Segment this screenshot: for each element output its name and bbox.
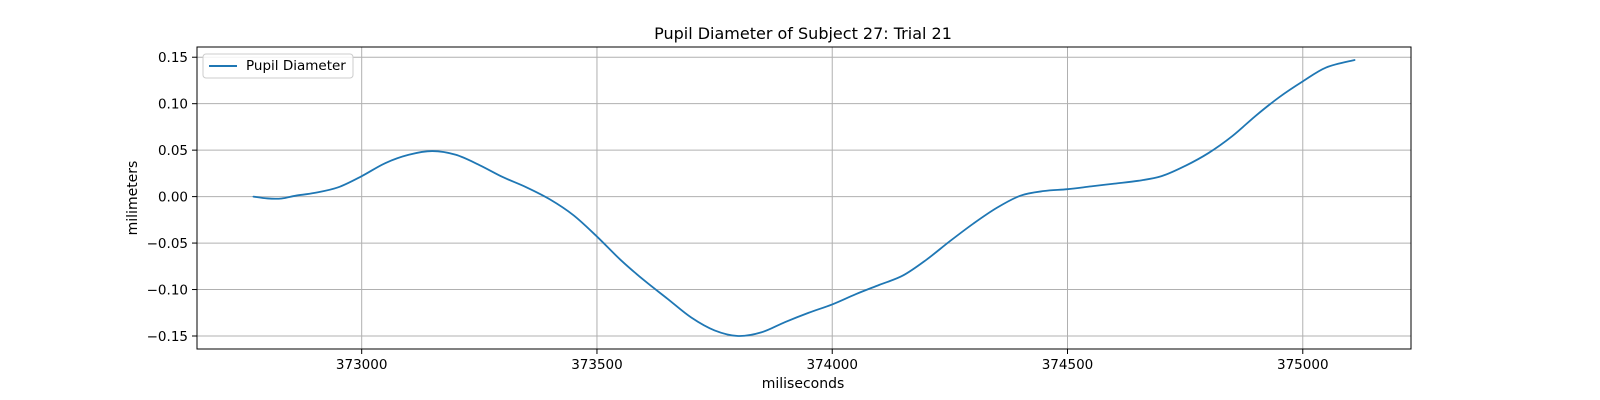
x-tick-label: 373000 — [336, 357, 388, 373]
y-tick-label: −0.10 — [147, 283, 188, 299]
y-axis-label: milimeters — [125, 161, 141, 236]
series-layer — [252, 59, 1356, 337]
series-line-pupil-diameter — [252, 59, 1356, 337]
x-tick-label: 373500 — [571, 357, 623, 373]
y-tick-label: −0.15 — [147, 329, 188, 345]
y-tick-label: 0.15 — [158, 50, 188, 66]
y-tick-label: 0.10 — [158, 97, 188, 113]
grid — [197, 47, 1411, 349]
y-tick-label: 0.05 — [158, 143, 188, 159]
x-tick-label: 374000 — [806, 357, 858, 373]
plot-frame — [196, 46, 1412, 350]
x-tick-label: 374500 — [1042, 357, 1094, 373]
x-tick-label: 375000 — [1277, 357, 1329, 373]
legend-box — [202, 53, 354, 79]
chart-title: Pupil Diameter of Subject 27: Trial 21 — [654, 24, 952, 43]
x-axis-label: miliseconds — [762, 376, 845, 392]
y-tick-label: 0.00 — [158, 190, 188, 206]
axis-ticks: 373000 373500 374000 374500 375000 0.15 0.10 0.… — [147, 50, 1329, 373]
y-tick-label: −0.05 — [147, 236, 188, 252]
legend: Pupil Diameter — [202, 53, 354, 79]
legend-label-pupil-diameter: Pupil Diameter — [246, 58, 346, 74]
